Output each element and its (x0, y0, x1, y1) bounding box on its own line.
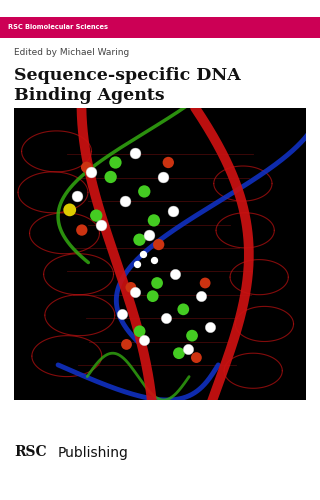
Point (137, 236, 142, 244)
Text: RSC: RSC (14, 446, 47, 460)
Point (140, 250, 145, 258)
Bar (14, 108, 306, 400)
Point (203, 279, 208, 287)
Point (198, 292, 203, 300)
Point (166, 158, 171, 166)
Point (142, 188, 147, 196)
Point (128, 284, 133, 292)
Text: RSC Biomolecular Sciences: RSC Biomolecular Sciences (8, 24, 108, 30)
Point (137, 328, 142, 336)
Bar (0, 17, 320, 38)
Point (79, 226, 84, 234)
Point (124, 340, 129, 348)
Point (150, 292, 155, 300)
Text: Edited by Michael Waring: Edited by Michael Waring (14, 48, 130, 57)
Point (152, 256, 157, 264)
Point (156, 240, 161, 248)
Point (171, 207, 176, 215)
Point (108, 173, 113, 181)
Point (185, 345, 190, 353)
Point (194, 354, 199, 362)
Point (163, 314, 168, 322)
Point (155, 279, 160, 287)
Point (181, 306, 186, 314)
Point (189, 332, 195, 340)
Point (133, 288, 138, 296)
Point (94, 212, 99, 220)
Point (134, 260, 139, 268)
Point (67, 206, 72, 214)
Point (207, 323, 212, 331)
Point (161, 173, 166, 181)
Text: Publishing: Publishing (58, 446, 128, 460)
Point (75, 192, 80, 200)
Point (141, 336, 147, 344)
Point (147, 231, 152, 239)
Point (99, 221, 104, 229)
Point (123, 197, 128, 205)
Point (151, 216, 156, 224)
Point (113, 158, 118, 166)
Point (84, 164, 89, 172)
Point (132, 149, 137, 157)
Text: Binding Agents: Binding Agents (14, 88, 165, 104)
Point (89, 168, 94, 176)
Point (120, 310, 125, 318)
Point (176, 349, 181, 357)
Point (172, 270, 177, 278)
Text: Sequence-specific DNA: Sequence-specific DNA (14, 68, 241, 84)
